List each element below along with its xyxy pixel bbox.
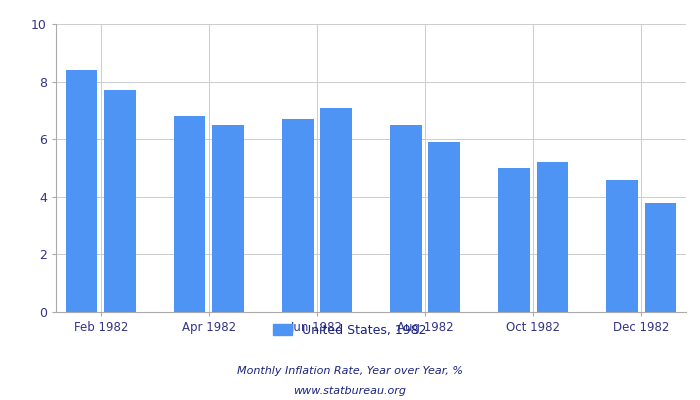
Bar [104, 90, 136, 312]
Bar [536, 162, 568, 312]
Text: Monthly Inflation Rate, Year over Year, %: Monthly Inflation Rate, Year over Year, … [237, 366, 463, 376]
Legend: United States, 1982: United States, 1982 [268, 319, 432, 342]
Bar [428, 142, 460, 312]
Bar [282, 119, 314, 312]
Bar [498, 168, 530, 312]
Bar [390, 125, 421, 312]
Bar [606, 180, 638, 312]
Bar [321, 108, 352, 312]
Text: www.statbureau.org: www.statbureau.org [293, 386, 407, 396]
Bar [174, 116, 206, 312]
Bar [212, 125, 244, 312]
Bar [66, 70, 97, 312]
Bar [645, 202, 676, 312]
